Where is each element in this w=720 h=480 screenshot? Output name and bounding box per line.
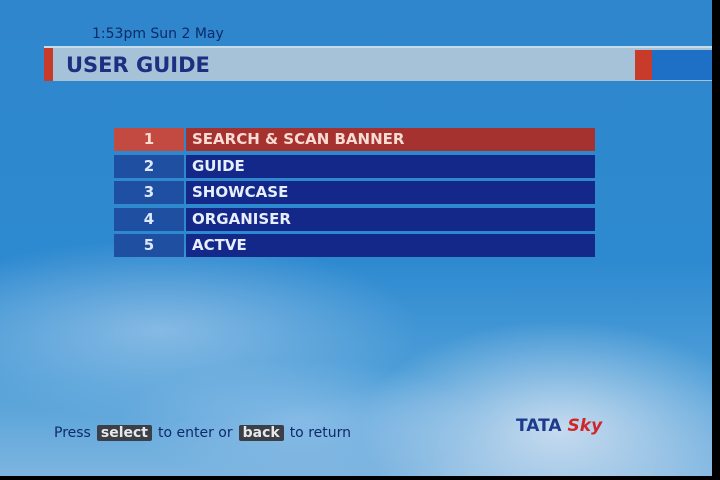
logo-tata: TATA [516, 416, 562, 436]
tata-sky-logo: TATA Sky [516, 416, 602, 436]
guide-menu: 1 SEARCH & SCAN BANNER 2 GUIDE 3 SHOWCASE 4… [114, 128, 595, 261]
menu-item-guide[interactable]: 2 GUIDE [114, 154, 595, 178]
menu-item-label: SEARCH & SCAN BANNER [186, 128, 595, 151]
menu-item-active[interactable]: 5 ACTVE [114, 234, 595, 257]
title-bar: USER GUIDE [44, 46, 712, 81]
title-accent-right [635, 50, 652, 80]
page-title: USER GUIDE [66, 53, 210, 77]
menu-item-number: 4 [114, 207, 184, 231]
menu-item-organiser[interactable]: 4 ORGANISER [114, 207, 595, 231]
help-return: to return [289, 425, 351, 441]
back-key: back [238, 425, 284, 441]
select-key: select [96, 425, 152, 441]
title-accent-blue [652, 50, 712, 80]
menu-item-number: 1 [114, 128, 184, 151]
datetime: 1:53pm Sun 2 May [92, 26, 224, 42]
help-press: Press [54, 425, 91, 441]
menu-item-label: SHOWCASE [186, 181, 595, 204]
menu-item-label: ORGANISER [186, 207, 595, 231]
menu-item-search-scan-banner[interactable]: 1 SEARCH & SCAN BANNER [114, 128, 595, 151]
menu-item-number: 3 [114, 181, 184, 204]
menu-item-number: 5 [114, 234, 184, 257]
title-accent-left [44, 48, 53, 81]
help-text: Press select to enter or back to return [54, 425, 351, 441]
menu-item-label: ACTVE [186, 234, 595, 257]
help-enter: to enter or [157, 425, 233, 441]
menu-item-label: GUIDE [186, 154, 595, 178]
menu-item-showcase[interactable]: 3 SHOWCASE [114, 181, 595, 204]
menu-item-number: 2 [114, 154, 184, 178]
logo-sky: Sky [567, 416, 603, 436]
